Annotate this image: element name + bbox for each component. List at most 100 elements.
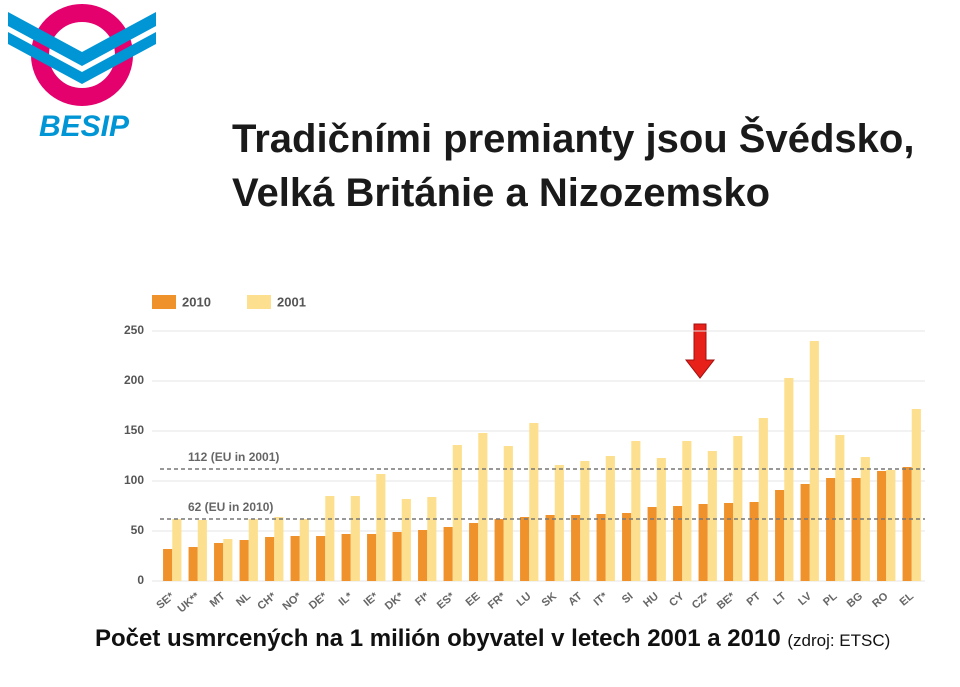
bar [554, 465, 564, 581]
bar [733, 436, 743, 581]
bar [749, 502, 759, 581]
x-tick-label: HU [641, 590, 661, 609]
bar [596, 514, 606, 581]
logo-text: BESIP [39, 110, 130, 143]
x-tick-label: BE* [715, 590, 738, 612]
bar [452, 445, 462, 581]
x-tick-label: NO* [280, 590, 304, 613]
x-tick-label: LT [771, 590, 789, 607]
x-tick-label: PL [821, 590, 840, 608]
x-tick-label: DE* [307, 590, 330, 612]
bar [545, 515, 555, 581]
logo-chevron [8, 32, 156, 84]
title-line: Velká Británie a Nizozemsko [232, 171, 771, 215]
x-tick-label: IT* [592, 590, 611, 609]
bar [800, 484, 810, 581]
bar [427, 497, 437, 581]
bar [775, 490, 785, 581]
x-tick-label: PT [745, 590, 764, 608]
title-line: Tradičními premianty jsou Švédsko, [232, 117, 915, 161]
bar [835, 435, 845, 581]
bar [290, 536, 300, 581]
bar [197, 520, 207, 581]
bar [274, 517, 284, 581]
bar [902, 467, 912, 581]
title: Tradičními premianty jsou Švédsko, Velká… [232, 112, 914, 220]
y-tick-label: 250 [124, 323, 144, 337]
bar [647, 507, 657, 581]
bar [860, 457, 870, 581]
bar [239, 540, 249, 581]
x-tick-label: EE [464, 590, 483, 609]
x-tick-label: BG [845, 590, 865, 610]
x-tick-label: LU [515, 590, 534, 609]
bar [172, 519, 182, 581]
bar [886, 470, 896, 581]
logo: BESIP [8, 4, 156, 143]
bar [529, 423, 539, 581]
reference-label: 62 (EU in 2010) [188, 500, 273, 514]
bar [656, 458, 666, 581]
x-tick-label: NL [234, 590, 253, 609]
bar [851, 478, 861, 581]
reference-label: 112 (EU in 2001) [188, 450, 279, 464]
x-tick-label: MT [208, 590, 228, 610]
x-tick-label: SE* [154, 590, 177, 612]
bar [707, 451, 717, 581]
legend-swatch [152, 295, 176, 309]
y-tick-label: 50 [131, 523, 145, 537]
bar [622, 513, 632, 581]
x-tick-label: DK* [383, 590, 407, 613]
legend-swatch [247, 295, 271, 309]
bar [376, 474, 386, 581]
bar [673, 506, 683, 581]
bar [469, 523, 479, 581]
x-tick-label: RO [870, 590, 891, 610]
x-tick-label: IE* [362, 590, 382, 609]
bar [580, 461, 590, 581]
logo-chevron [8, 12, 156, 66]
x-tick-label: IL* [337, 590, 356, 609]
bar [214, 543, 224, 581]
x-tick-label: CY [667, 590, 687, 609]
y-tick-label: 200 [124, 373, 144, 387]
legend-label: 2001 [277, 294, 306, 309]
bar [367, 534, 377, 581]
bar [443, 527, 453, 581]
bar [682, 441, 692, 581]
x-tick-label: SK [540, 590, 559, 609]
bar [784, 378, 794, 581]
bar [877, 471, 887, 581]
x-tick-label: FI* [413, 590, 432, 609]
bar [826, 478, 836, 581]
x-tick-label: AT [566, 590, 585, 608]
bar [418, 530, 428, 581]
x-tick-label: ES* [435, 590, 458, 612]
bar [911, 409, 921, 581]
bar [809, 341, 819, 581]
bar [316, 536, 326, 581]
bar [571, 515, 581, 581]
x-tick-label: CZ* [690, 590, 713, 612]
legend-label: 2010 [182, 294, 211, 309]
source: (zdroj: ETSC) [787, 631, 891, 650]
bar [758, 418, 768, 581]
bar [223, 539, 233, 581]
highlight-arrow [684, 323, 716, 379]
x-tick-label: SI [620, 590, 636, 606]
x-tick-label: UK** [176, 590, 203, 615]
x-tick-label: CH* [255, 590, 279, 613]
bar [265, 537, 275, 581]
y-tick-label: 0 [137, 573, 144, 587]
bar [350, 496, 360, 581]
bar [163, 549, 173, 581]
bar [299, 519, 309, 581]
x-tick-label: LV [796, 590, 814, 608]
bar [325, 496, 335, 581]
bar [520, 517, 530, 581]
bar [724, 503, 734, 581]
x-tick-label: FR* [486, 590, 509, 612]
bar [503, 446, 513, 581]
